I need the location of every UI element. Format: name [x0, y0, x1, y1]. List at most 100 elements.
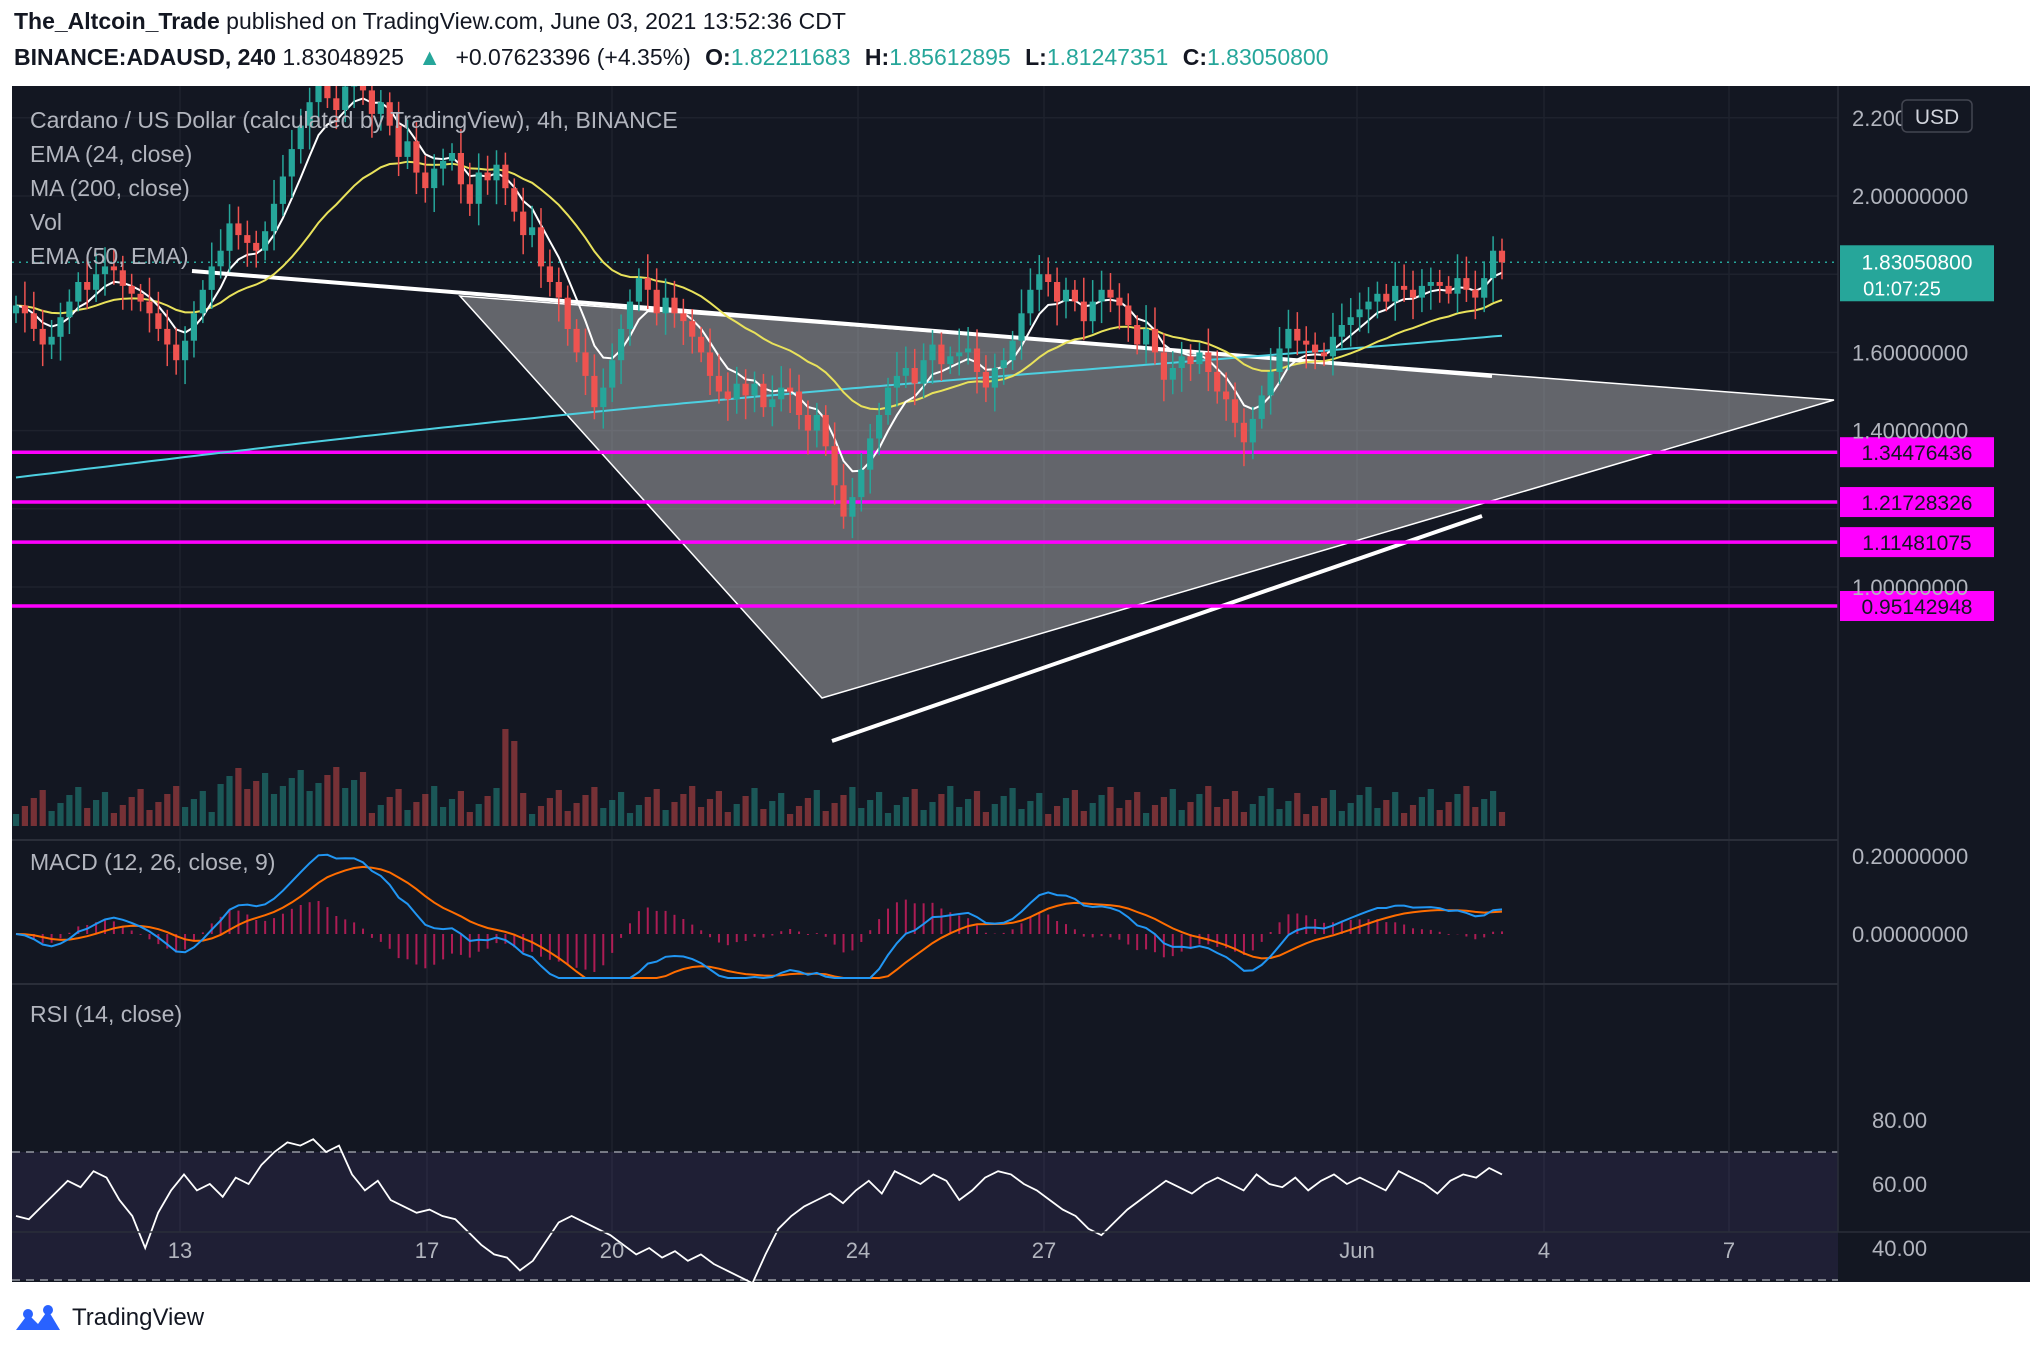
candle-body	[520, 211, 527, 236]
candle-body	[1036, 274, 1043, 290]
volume-bar	[991, 804, 998, 826]
volume-bar	[1231, 791, 1239, 826]
footer: TradingView	[14, 1296, 204, 1340]
chart-container[interactable]: 1.34476436 1.21728326 1.11481075 0.95142948…	[12, 59, 2030, 1285]
candle-body	[279, 176, 286, 204]
candle-body	[1338, 325, 1345, 337]
open-value: 1.82211683	[730, 44, 851, 70]
volume-bar	[1338, 811, 1345, 826]
candle-body	[1409, 289, 1417, 298]
candle-body	[573, 328, 580, 353]
volume-bar	[769, 801, 776, 826]
volume-bar	[333, 767, 340, 826]
symbol-header: BINANCE:ADAUSD, 240 1.83048925 ▲ +0.0762…	[14, 44, 1337, 71]
volume-bar	[1000, 796, 1007, 826]
volume-bar	[920, 810, 927, 826]
candle-body	[475, 172, 482, 204]
volume-bar	[1223, 799, 1230, 826]
volume-bar	[217, 784, 224, 826]
candle-body	[190, 313, 197, 341]
candle-body	[1374, 293, 1381, 302]
candle-body	[618, 328, 625, 361]
candle-body	[66, 301, 73, 318]
candle-body	[795, 391, 803, 415]
change-arrow-icon: ▲	[418, 44, 442, 70]
legend-macd[interactable]: MACD (12, 26, close, 9)	[30, 849, 275, 875]
volume-bar	[502, 729, 509, 826]
volume-bar	[440, 807, 447, 826]
legend-rsi[interactable]: RSI (14, close)	[30, 1001, 182, 1027]
price-tick-label: 1.00000000	[1852, 575, 1968, 600]
candle-body	[893, 375, 900, 388]
legend-ema50[interactable]: EMA (50, EMA)	[30, 243, 188, 269]
time-tick-label: 7	[1723, 1238, 1735, 1263]
candle-body	[333, 98, 340, 110]
candle-body	[128, 285, 135, 294]
chart-title: Cardano / US Dollar (calculated by Tradi…	[30, 107, 678, 133]
legend-ma200[interactable]: MA (200, close)	[30, 175, 190, 201]
support-level-label: 1.21728326	[1862, 492, 1973, 515]
candle-body	[359, 78, 367, 91]
candle-body	[1027, 289, 1034, 314]
volume-bar	[155, 802, 162, 826]
candle-body	[1125, 305, 1132, 326]
high-value: 1.85612895	[889, 44, 1011, 70]
volume-bar	[1303, 814, 1310, 826]
tradingview-logo-icon[interactable]	[14, 1302, 62, 1334]
volume-bar	[1151, 805, 1159, 826]
currency-button[interactable]: USD	[1901, 99, 1973, 133]
support-level-tag	[1840, 437, 1994, 468]
candle-body	[146, 301, 153, 314]
candle-body	[1498, 250, 1506, 263]
price-tick-label: 1.40000000	[1852, 419, 1968, 444]
volume-bar	[1062, 798, 1070, 826]
footer-brand[interactable]: TradingView	[72, 1304, 205, 1331]
volume-bar	[1409, 805, 1417, 826]
candle-body	[1383, 293, 1390, 302]
candle-body	[448, 153, 456, 161]
volume-bar	[1098, 795, 1105, 826]
low-label: L:	[1025, 44, 1047, 70]
volume-bar	[1445, 802, 1452, 826]
axes: 2.200000002.000000001.600000001.40000000…	[168, 106, 1968, 1263]
volume-bar	[742, 796, 749, 826]
volume-bar	[1196, 794, 1203, 826]
candle-body	[760, 383, 767, 408]
candle-body	[973, 348, 981, 372]
candle-body	[1018, 313, 1025, 341]
candle-body	[947, 356, 954, 365]
support-level-tag	[1840, 590, 1994, 621]
volume-bar	[529, 814, 536, 826]
rsi-tick-label: 80.00	[1872, 1108, 1927, 1133]
volume-bar	[66, 795, 73, 826]
volume-bar	[1427, 789, 1434, 826]
volume-bar	[546, 798, 553, 826]
legend-vol[interactable]: Vol	[30, 209, 62, 235]
candle-body	[217, 250, 224, 267]
volume-bar	[128, 797, 135, 826]
legend-ema24[interactable]: EMA (24, close)	[30, 141, 192, 167]
candle-body	[1205, 352, 1212, 372]
volume-bar	[973, 791, 981, 826]
volume-bar	[1080, 811, 1087, 826]
candle-body	[75, 282, 82, 302]
time-tick-label: 13	[168, 1238, 192, 1263]
publish-header: The_Altcoin_Trade published on TradingVi…	[14, 8, 846, 35]
trading-chart[interactable]: 1.34476436 1.21728326 1.11481075 0.95142948…	[12, 59, 2030, 1285]
candle-body	[965, 348, 972, 353]
author-name[interactable]: The_Altcoin_Trade	[14, 8, 220, 34]
candle-body	[1249, 418, 1256, 443]
candle-body	[93, 274, 100, 290]
candle-body	[1169, 368, 1176, 380]
volume-bar	[831, 803, 838, 826]
volume-bar	[929, 802, 936, 826]
candle-body	[1196, 352, 1203, 365]
candle-body	[635, 278, 642, 302]
volume-bar	[466, 812, 473, 826]
volume-bar	[1312, 806, 1319, 826]
price-change: +0.07623396 (+4.35%)	[455, 44, 691, 70]
candle-body	[1223, 391, 1230, 400]
volume-bar	[662, 810, 669, 826]
candle-body	[804, 415, 811, 431]
candle-body	[422, 172, 429, 189]
